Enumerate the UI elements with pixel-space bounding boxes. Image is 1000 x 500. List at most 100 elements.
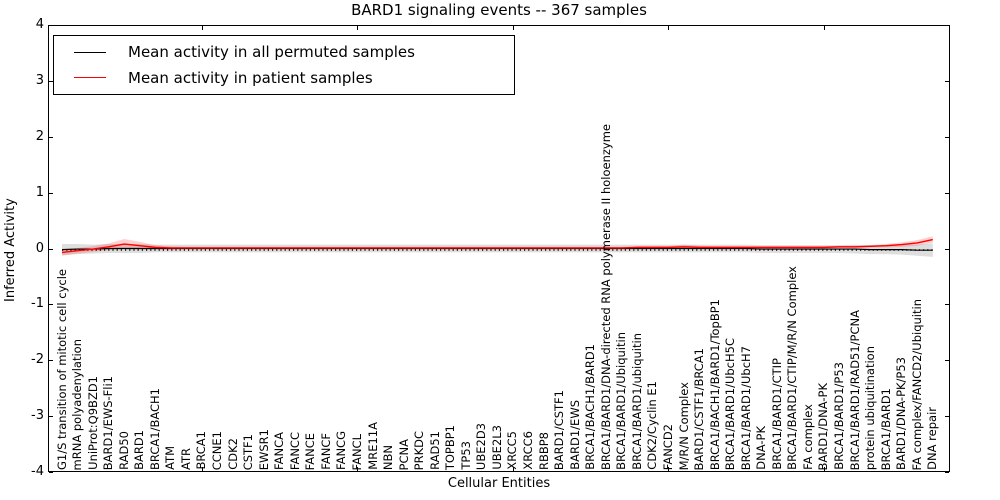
x-tick-label: mRNA polyadenylation (70, 338, 85, 470)
patient-mean-line (61, 238, 933, 254)
x-tick-label: CDK2 (225, 438, 240, 470)
y-tick-mark-left (49, 304, 53, 306)
plot-area (48, 25, 950, 472)
legend-label-permuted: Mean activity in all permuted samples (128, 43, 415, 62)
y-tick-mark-right (945, 136, 949, 138)
legend-label-patient: Mean activity in patient samples (128, 68, 373, 87)
x-tick-mark-top (512, 26, 514, 30)
legend: Mean activity in all permuted samples Me… (53, 35, 515, 95)
permuted-line-sample-icon (74, 51, 106, 53)
y-tick-label: 4 (35, 17, 44, 32)
x-tick-label: G1/S transition of mitotic cell cycle (54, 268, 69, 470)
y-tick-label: -4 (31, 464, 44, 479)
x-tick-label: PCNA (396, 438, 411, 470)
y-tick-label: 2 (35, 128, 44, 144)
y-tick-mark-left (49, 80, 53, 82)
x-tick-label: MRE11A (365, 422, 380, 470)
x-tick-label: BARD1/EWS (567, 400, 582, 470)
x-tick-label: ATM (163, 446, 178, 470)
x-tick-label: TOPBP1 (443, 424, 458, 470)
x-tick-label: UBE2D3 (474, 422, 489, 470)
x-tick-label: BARD1/EWS-Fli1 (101, 375, 116, 470)
x-tick-label: BRCA1/BARD1/RAD51/PCNA (847, 309, 862, 470)
x-tick-label: M/R/N Complex (676, 381, 691, 470)
y-tick-mark-left (49, 416, 53, 418)
y-tick-mark-left (49, 136, 53, 138)
y-tick-mark-right (945, 472, 949, 473)
x-tick-mark-bottom (201, 467, 203, 471)
y-tick-mark-left (49, 25, 53, 26)
x-tick-label: BARD1/DNA-PK/P53 (894, 357, 909, 470)
x-axis-label: Cellular Entities (447, 476, 551, 491)
x-tick-label: BRCA1 (194, 431, 209, 470)
y-tick-mark-right (945, 25, 949, 26)
x-tick-label: FA complex/FANCD2/Ubiquitin (909, 298, 924, 470)
x-tick-label: UBE2L3 (489, 425, 504, 470)
x-tick-label: XRCC6 (521, 431, 535, 470)
x-tick-label: BARD1/DNA-PK (816, 382, 831, 471)
y-tick-label: -3 (31, 408, 44, 424)
y-tick-label: 0 (35, 240, 44, 256)
y-tick-mark-right (945, 360, 949, 362)
x-tick-mark-bottom (668, 467, 670, 471)
x-tick-label: BARD1 (132, 430, 147, 470)
y-tick-mark-left (49, 360, 53, 362)
y-tick-label: 3 (35, 72, 44, 88)
x-tick-mark-bottom (823, 467, 825, 471)
x-tick-label: TP53 (458, 441, 473, 470)
x-tick-label: FANCD2 (660, 423, 675, 470)
legend-item-patient: Mean activity in patient samples (54, 69, 514, 87)
x-tick-mark-top (201, 26, 203, 30)
y-tick-mark-right (945, 304, 949, 306)
x-tick-label: FANCA (272, 432, 287, 470)
x-tick-label: XRCC5 (505, 431, 520, 470)
y-tick-label: -2 (31, 352, 44, 368)
x-tick-label: FANCE (303, 432, 318, 470)
x-tick-label: RAD50 (116, 431, 131, 470)
x-tick-label: BARD1/CSTF1/BRCA1 (692, 347, 707, 470)
x-tick-mark-top (823, 26, 825, 30)
x-tick-label: BRCA1/BARD1/UbcH5C (723, 337, 738, 470)
x-tick-label: BRCA1/BARD1/ubiquitin (629, 333, 644, 470)
y-tick-mark-left (49, 192, 53, 194)
y-tick-mark-left (49, 248, 53, 250)
patient-line-sample-icon (74, 77, 106, 79)
x-tick-label: CCNE1 (210, 430, 224, 470)
x-tick-label: BRCA1/BACH1/BARD1/TopBP1 (707, 298, 722, 470)
x-tick-mark-bottom (357, 467, 359, 471)
y-axis-label: Inferred Activity (3, 198, 18, 302)
x-tick-label: BRCA1/BACH1/BARD1 (583, 344, 598, 470)
x-tick-mark-top (357, 26, 359, 30)
x-tick-label: FANCF (318, 433, 333, 470)
y-tick-label: -1 (31, 296, 44, 312)
x-tick-label: BRCA1/BARD1/P53 (832, 362, 846, 470)
x-tick-label: ATR (178, 448, 193, 470)
chart-canvas (61, 236, 933, 257)
x-tick-label: PRKDC (412, 430, 427, 470)
x-tick-mark-top (668, 26, 670, 30)
x-tick-label: BRCA1/BARD1/CTIP (769, 358, 784, 470)
x-tick-label: BRCA1/BARD1/DNA-directed RNA polymerase … (598, 123, 613, 470)
x-tick-label: EWSR1 (256, 428, 271, 470)
y-tick-mark-left (49, 472, 53, 473)
y-tick-label: 1 (35, 184, 44, 200)
x-tick-label: FANCG (334, 431, 349, 470)
x-tick-label: RAD51 (427, 431, 442, 470)
y-tick-mark-right (945, 192, 949, 194)
chart-title: BARD1 signaling events -- 367 samples (351, 1, 647, 19)
x-tick-label: BRCA1/BARD1/UbcH7 (738, 345, 753, 470)
x-tick-label: DNA repair (925, 407, 940, 470)
x-tick-label: FANCL (349, 433, 364, 470)
y-tick-mark-right (945, 248, 949, 250)
x-tick-label: BRCA1/BARD1/Ubiquitin (614, 332, 629, 470)
x-tick-label: DNA-PK (754, 426, 769, 470)
x-tick-label: BRCA1/BARD1 (878, 387, 893, 470)
x-tick-label: BRCA1/BARD1/CTIP/M/R/N Complex (785, 266, 800, 470)
x-tick-label: BRCA1/BACH1 (147, 388, 162, 470)
y-tick-mark-right (945, 80, 949, 82)
x-tick-label: CDK2/Cyclin E1 (645, 381, 660, 470)
x-tick-label: FA complex (800, 404, 815, 470)
y-tick-mark-right (945, 416, 949, 418)
x-tick-label: FANCC (287, 431, 302, 470)
